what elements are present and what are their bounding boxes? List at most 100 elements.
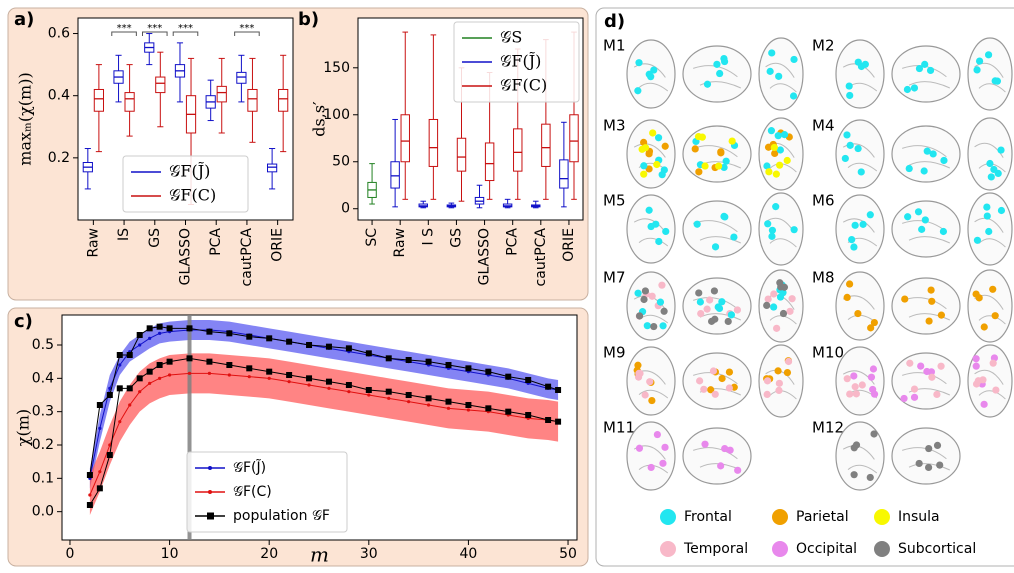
box	[457, 138, 465, 171]
point-marker	[525, 377, 531, 383]
legend-label: 𝒢F(C)	[500, 76, 547, 95]
region-dot	[784, 157, 791, 164]
region-dot	[938, 312, 945, 319]
region-dot	[911, 385, 918, 392]
region-dot	[692, 145, 699, 152]
point-marker	[158, 377, 161, 380]
legend-swatch	[772, 509, 788, 525]
x-tick-label: IS	[116, 228, 132, 241]
point-marker	[147, 369, 153, 375]
region-dot	[726, 369, 733, 376]
region-dot	[655, 238, 662, 245]
region-dot	[988, 173, 995, 180]
region-dot	[992, 386, 999, 393]
region-dot	[648, 397, 655, 404]
region-dot	[790, 92, 797, 99]
region-dot	[718, 298, 725, 305]
region-dot	[642, 287, 649, 294]
y-axis-label: ds,s′	[310, 101, 329, 137]
point-marker	[387, 397, 390, 400]
point-marker	[248, 375, 251, 378]
region-dot	[700, 386, 707, 393]
point-marker	[485, 369, 491, 375]
point-marker	[307, 383, 310, 386]
region-dot	[723, 158, 730, 165]
region-dot	[654, 431, 661, 438]
region-dot	[984, 212, 991, 219]
region-dot	[662, 228, 669, 235]
module-label: M4	[812, 117, 835, 135]
point-marker	[208, 372, 211, 375]
y-tick-label: 0	[341, 201, 350, 217]
region-dot	[765, 295, 772, 302]
region-dot	[711, 316, 718, 323]
region-dot	[768, 233, 775, 240]
y-tick-label: 0.2	[32, 437, 54, 453]
point-marker	[485, 405, 491, 411]
brain-outline	[836, 347, 884, 415]
module-label: M6	[812, 192, 835, 210]
region-dot	[916, 460, 923, 467]
region-dot	[634, 87, 641, 94]
region-dot	[717, 149, 724, 156]
region-dot	[869, 386, 876, 393]
region-dot	[974, 237, 981, 244]
region-dot	[904, 86, 911, 93]
region-dot	[858, 168, 865, 175]
point-marker	[88, 493, 91, 496]
region-dot	[921, 61, 928, 68]
point-marker	[286, 372, 292, 378]
point-marker	[555, 387, 561, 393]
region-dot	[721, 213, 728, 220]
x-tick-label: 30	[360, 546, 378, 562]
region-dot	[764, 391, 771, 398]
point-marker	[117, 385, 123, 391]
region-dot	[662, 143, 669, 150]
region-dot	[852, 383, 859, 390]
module-label: M11	[603, 419, 635, 437]
region-dot	[635, 374, 642, 381]
legend-label: 𝒢F(J̃)	[233, 459, 266, 476]
region-dot	[695, 289, 702, 296]
point-marker	[117, 352, 123, 358]
region-dot	[870, 430, 877, 437]
point-marker	[555, 419, 561, 425]
region-dot	[729, 138, 736, 145]
x-tick-label: 20	[260, 546, 278, 562]
region-dot	[768, 49, 775, 56]
point-marker	[148, 382, 151, 385]
panel-label: b)	[298, 9, 319, 30]
point-marker	[147, 325, 153, 331]
point-marker	[158, 332, 161, 335]
box	[268, 164, 277, 172]
module-label: M1	[603, 37, 626, 55]
point-marker	[148, 337, 151, 340]
legend-label: 𝒢F(J̃)	[169, 162, 210, 181]
region-dot	[655, 134, 662, 141]
x-tick-label: 40	[460, 546, 478, 562]
region-dot	[927, 67, 934, 74]
brain-outline	[683, 428, 751, 484]
module-label: M10	[812, 344, 844, 362]
point-marker	[326, 379, 332, 385]
panel-label: c)	[14, 311, 33, 332]
point-marker	[505, 374, 511, 380]
region-dot	[771, 144, 778, 151]
region-dot	[868, 374, 875, 381]
region-dot	[718, 375, 725, 382]
point-marker	[505, 409, 511, 415]
region-dot	[918, 226, 925, 233]
region-dot	[976, 57, 983, 64]
module-label: M5	[603, 192, 626, 210]
region-dot	[925, 317, 932, 324]
point-marker	[266, 369, 272, 375]
region-dot	[710, 367, 717, 374]
region-dot	[636, 445, 643, 452]
x-tick-label: GLASSO	[477, 228, 493, 285]
region-dot	[780, 310, 787, 317]
region-dot	[921, 167, 928, 174]
region-dot	[791, 226, 798, 233]
module-label: M3	[603, 117, 626, 135]
point-marker	[98, 427, 101, 430]
point-marker	[445, 362, 451, 368]
